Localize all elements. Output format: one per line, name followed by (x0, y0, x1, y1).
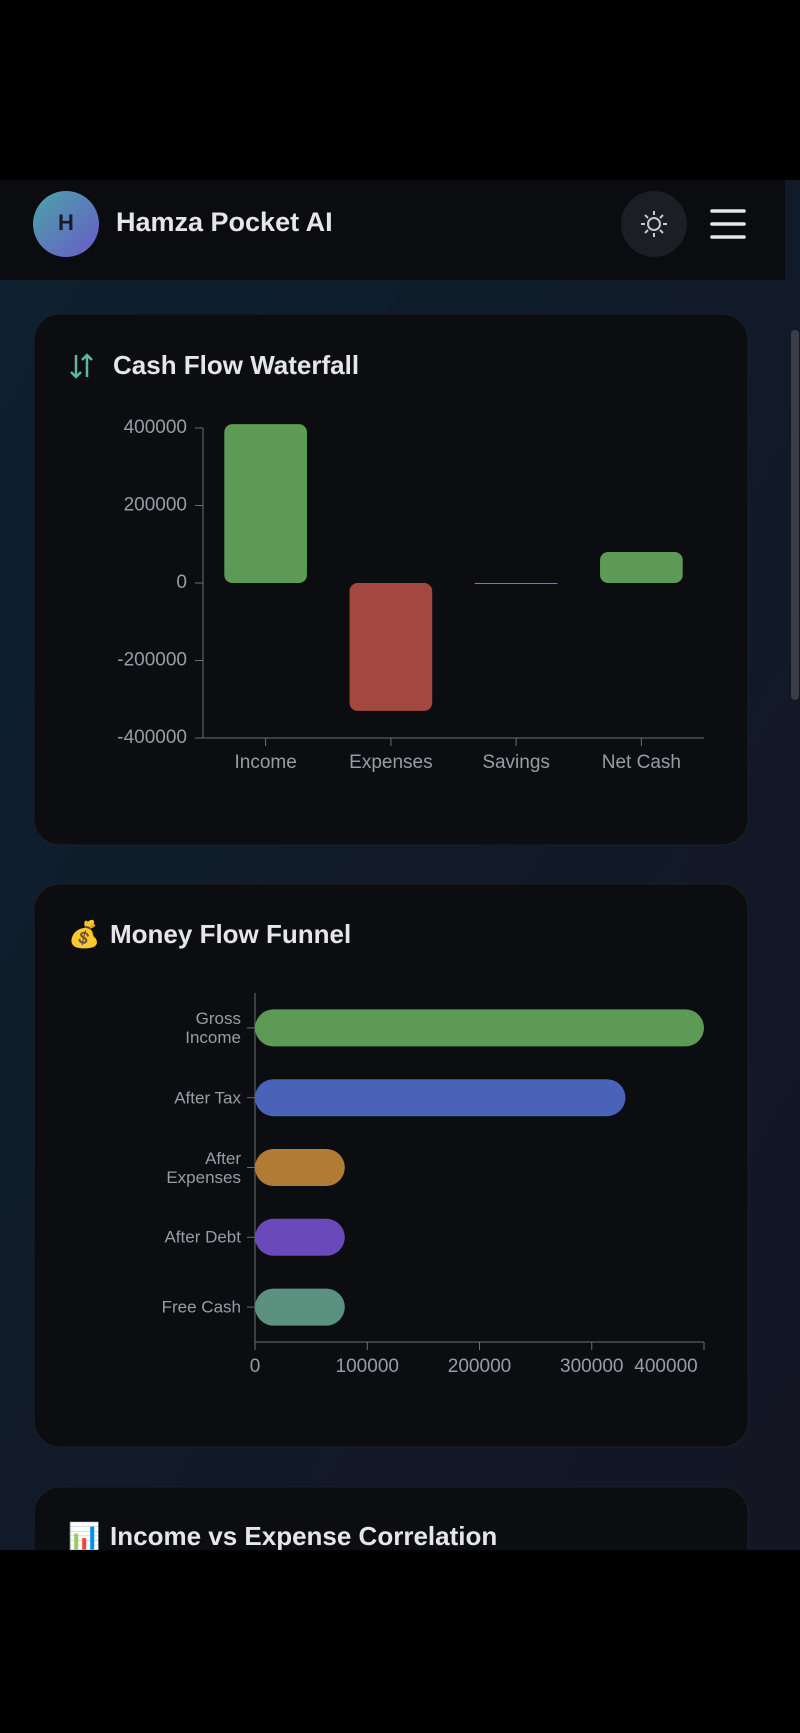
y-tick-label: After Expenses (166, 1148, 241, 1187)
theme-button[interactable] (621, 191, 687, 257)
app-title: Hamza Pocket AI (116, 207, 333, 237)
avatar[interactable] (33, 191, 99, 257)
y-tick-label: After Debt (164, 1227, 241, 1247)
x-tick-label: 400000 (634, 1356, 697, 1377)
bar (255, 1009, 704, 1047)
x-tick-label: 100000 (336, 1356, 399, 1377)
sun-icon (641, 211, 667, 237)
y-tick-label: -400000 (117, 727, 187, 748)
x-tick-label: 0 (250, 1356, 261, 1377)
y-tick-label: Gross Income (185, 1008, 241, 1047)
menu-button[interactable] (710, 209, 746, 239)
bar (349, 583, 433, 711)
y-tick-label: Free Cash (161, 1297, 241, 1317)
x-tick-label: 300000 (560, 1356, 623, 1377)
card-title: Cash Flow Waterfall (113, 350, 359, 380)
y-tick-label: 0 (176, 572, 187, 593)
bottom-bar (0, 1550, 800, 1733)
bar (224, 424, 307, 583)
bar (255, 1288, 345, 1326)
y-tick-label: After Tax (174, 1088, 241, 1108)
x-tick-label: 200000 (448, 1356, 511, 1377)
x-tick-label: Savings (482, 752, 550, 773)
y-tick-label: 400000 (124, 417, 187, 438)
card (33, 313, 749, 846)
bar (255, 1218, 345, 1256)
card-title: Money Flow Funnel (110, 919, 351, 949)
x-tick-label: Net Cash (602, 752, 681, 773)
avatar-letter: H (58, 210, 74, 235)
y-tick-label: -200000 (117, 650, 187, 671)
x-tick-label: Income (234, 752, 296, 773)
waterfall-icon (70, 353, 93, 379)
bar (255, 1079, 626, 1117)
bar (474, 583, 558, 584)
card-icon: 💰 (68, 919, 100, 950)
x-tick-label: Expenses (349, 752, 432, 773)
scrollbar (791, 330, 799, 700)
card-icon: 📊 (68, 1521, 100, 1551)
bar (255, 1149, 345, 1186)
bar (600, 552, 683, 583)
y-tick-label: 200000 (124, 495, 187, 516)
card-title: Income vs Expense Correlation (110, 1521, 497, 1551)
